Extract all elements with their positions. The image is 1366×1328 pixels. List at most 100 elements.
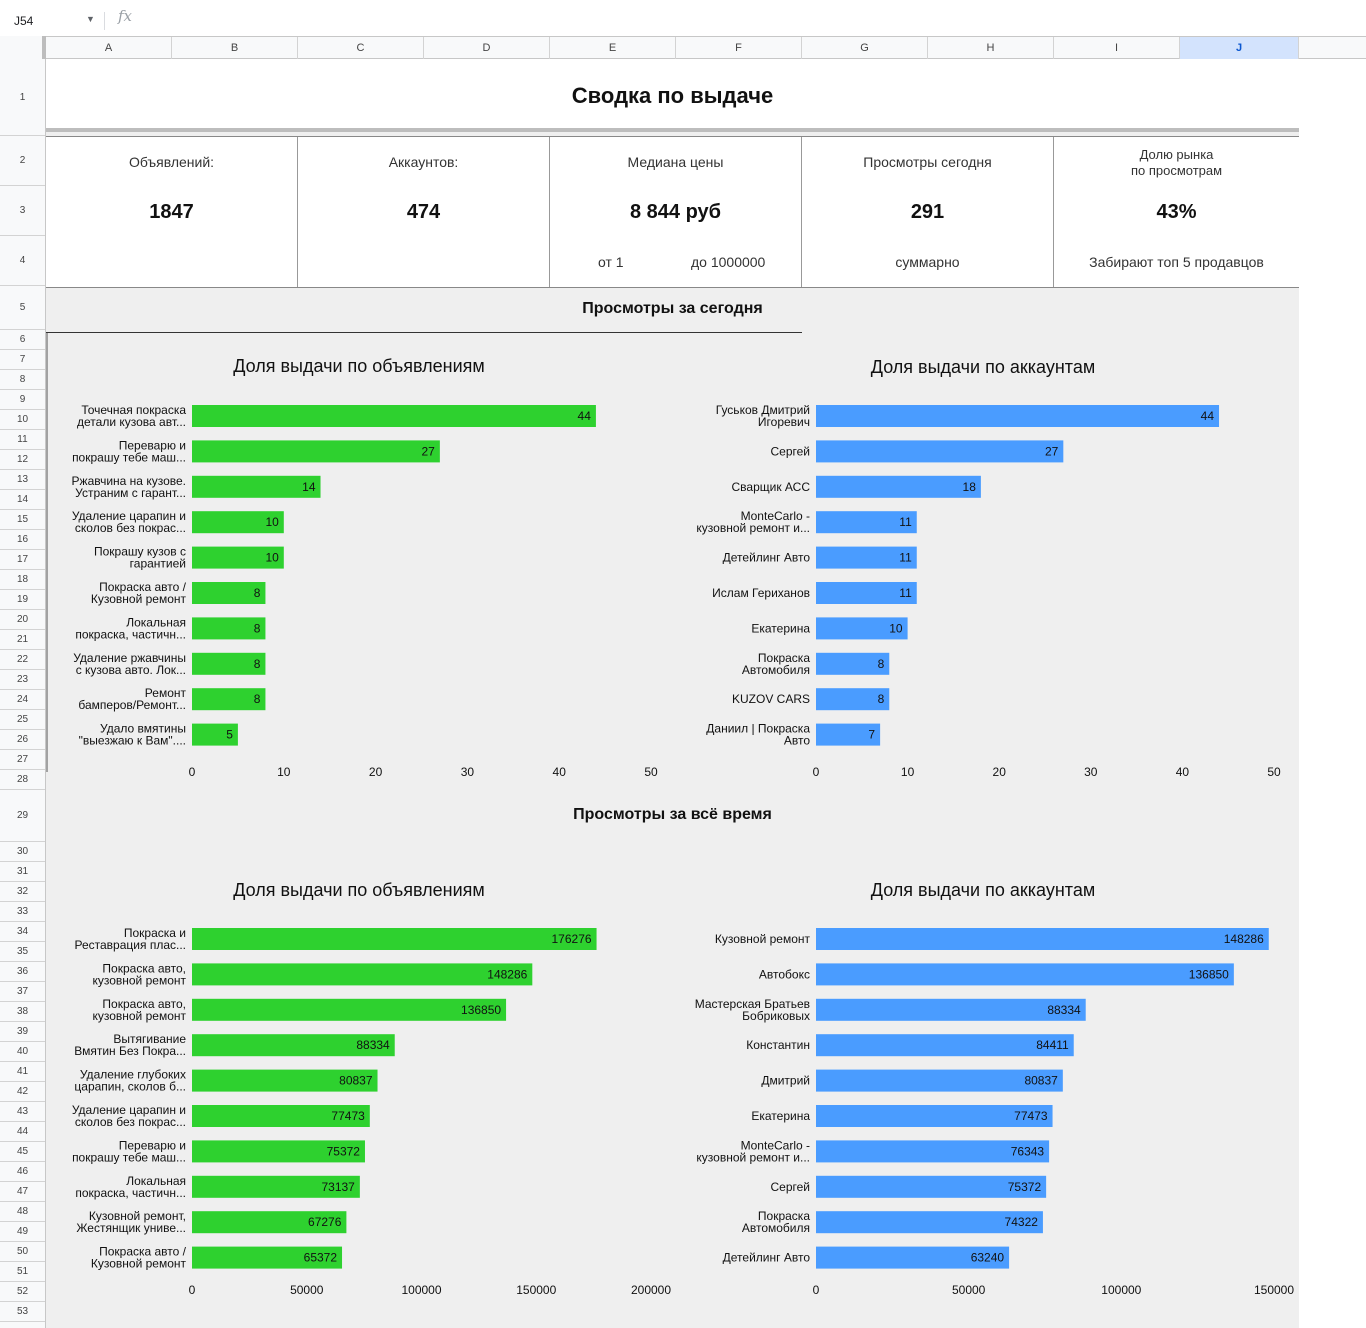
chart-2[interactable]: Доля выдачи по аккаунтам 44 Гуськов Дмитри… [696,357,1281,779]
row-header-21[interactable]: 21 [0,630,45,650]
row-header-43[interactable]: 43 [0,1102,45,1122]
chevron-down-icon[interactable]: ▼ [86,14,95,24]
row-header-16[interactable]: 16 [0,530,45,550]
row-header-7[interactable]: 7 [0,350,45,370]
bar [816,475,981,498]
row-header-19[interactable]: 19 [0,590,45,610]
row-header-47[interactable]: 47 [0,1182,45,1202]
row-header-35[interactable]: 35 [0,942,45,962]
row-header-11[interactable]: 11 [0,430,45,450]
category-label: Екатерина [751,621,810,635]
row-header-51[interactable]: 51 [0,1262,45,1282]
category-label: Покраска авто, [102,997,186,1011]
row-header-6[interactable]: 6 [0,330,45,350]
column-header-i[interactable]: I [1054,37,1180,59]
column-header-d[interactable]: D [424,37,550,59]
row-header-20[interactable]: 20 [0,610,45,630]
row-header-18[interactable]: 18 [0,570,45,590]
name-box[interactable]: J54 ▼ [0,6,104,36]
category-label: Автобокс [759,967,810,981]
row-header-32[interactable]: 32 [0,882,45,902]
row-header-25[interactable]: 25 [0,710,45,730]
row-header-45[interactable]: 45 [0,1142,45,1162]
column-header-a[interactable]: A [46,37,172,59]
bar [816,511,917,534]
row-header-33[interactable]: 33 [0,902,45,922]
column-header-e[interactable]: E [550,37,676,59]
row-header-50[interactable]: 50 [0,1242,45,1262]
row-header-8[interactable]: 8 [0,370,45,390]
column-header-c[interactable]: C [298,37,424,59]
kpi-accounts[interactable]: Аккаунтов: 474 [298,137,550,287]
select-all-corner[interactable] [0,36,46,59]
kpi-views-today[interactable]: Просмотры сегодня 291 суммарно [802,137,1054,287]
bar [192,688,266,711]
row-header-24[interactable]: 24 [0,690,45,710]
column-header-b[interactable]: B [172,37,298,59]
row-header-14[interactable]: 14 [0,490,45,510]
row-header-38[interactable]: 38 [0,1002,45,1022]
category-label: Удаление царапин и [72,1103,186,1117]
chart-4[interactable]: Доля выдачи по аккаунтам 148286 Кузовной р… [695,880,1295,1297]
row-header-42[interactable]: 42 [0,1082,45,1102]
row-header-9[interactable]: 9 [0,390,45,410]
row-header-30[interactable]: 30 [0,842,45,862]
row-header-1[interactable]: 1 [0,59,45,136]
kpi-median-price[interactable]: Медиана цены 8 844 руб от 1 до 1000000 [550,137,802,287]
category-label: Переварю и [119,1138,186,1152]
row-header-44[interactable]: 44 [0,1122,45,1142]
row-header-34[interactable]: 34 [0,922,45,942]
row-header-22[interactable]: 22 [0,650,45,670]
column-header-g[interactable]: G [802,37,928,59]
row-header-27[interactable]: 27 [0,750,45,770]
chart-title: Доля выдачи по аккаунтам [871,357,1095,377]
title-cell[interactable]: Сводка по выдаче [46,59,1299,132]
row-header-29[interactable]: 29 [0,790,45,842]
category-label: покрашу тебе маш... [72,1150,186,1164]
data-label: 67276 [308,1215,342,1229]
row-header-36[interactable]: 36 [0,962,45,982]
row-header-46[interactable]: 46 [0,1162,45,1182]
row-header-23[interactable]: 23 [0,670,45,690]
row-header-15[interactable]: 15 [0,510,45,530]
tick-label: 0 [813,1283,820,1297]
row-header-41[interactable]: 41 [0,1062,45,1082]
row-header-13[interactable]: 13 [0,470,45,490]
row-header-26[interactable]: 26 [0,730,45,750]
category-label: KUZOV CARS [732,692,810,706]
column-header-j[interactable]: J [1180,37,1299,59]
kpi-value: 43% [1156,201,1197,223]
row-header-2[interactable]: 2 [0,136,45,186]
row-header-28[interactable]: 28 [0,770,45,790]
row-header-10[interactable]: 10 [0,410,45,430]
row-header-12[interactable]: 12 [0,450,45,470]
tick-label: 30 [461,765,475,779]
row-header-31[interactable]: 31 [0,862,45,882]
tick-label: 20 [993,765,1007,779]
kpi-ads[interactable]: Объявлений: 1847 [46,137,298,287]
kpi-value: 8 844 руб [629,201,722,223]
row-header-52[interactable]: 52 [0,1282,45,1302]
row-header-53[interactable]: 53 [0,1302,45,1322]
row-header-4[interactable]: 4 [0,236,45,286]
column-header-f[interactable]: F [676,37,802,59]
row-header-48[interactable]: 48 [0,1202,45,1222]
data-label: 77473 [1014,1109,1048,1123]
row-header-3[interactable]: 3 [0,186,45,236]
category-label: Локальная [126,1174,186,1188]
row-header-40[interactable]: 40 [0,1042,45,1062]
chart-3[interactable]: Доля выдачи по объявлениям 176276 Покраска… [72,880,671,1297]
column-header-h[interactable]: H [928,37,1054,59]
tick-label: 0 [813,765,820,779]
category-label: с кузова авто. Лок... [76,663,186,677]
row-header-5[interactable]: 5 [0,286,45,330]
row-header-39[interactable]: 39 [0,1022,45,1042]
row-header-49[interactable]: 49 [0,1222,45,1242]
row-header-17[interactable]: 17 [0,550,45,570]
bar [192,1069,378,1092]
tick-label: 10 [277,765,291,779]
row-header-37[interactable]: 37 [0,982,45,1002]
chart-1[interactable]: Доля выдачи по объявлениям 44 Точечная пок… [72,356,658,779]
bar [816,1175,1047,1198]
kpi-market-share[interactable]: Долю рынка по просмотрам 43% Забирают то… [1054,137,1299,287]
